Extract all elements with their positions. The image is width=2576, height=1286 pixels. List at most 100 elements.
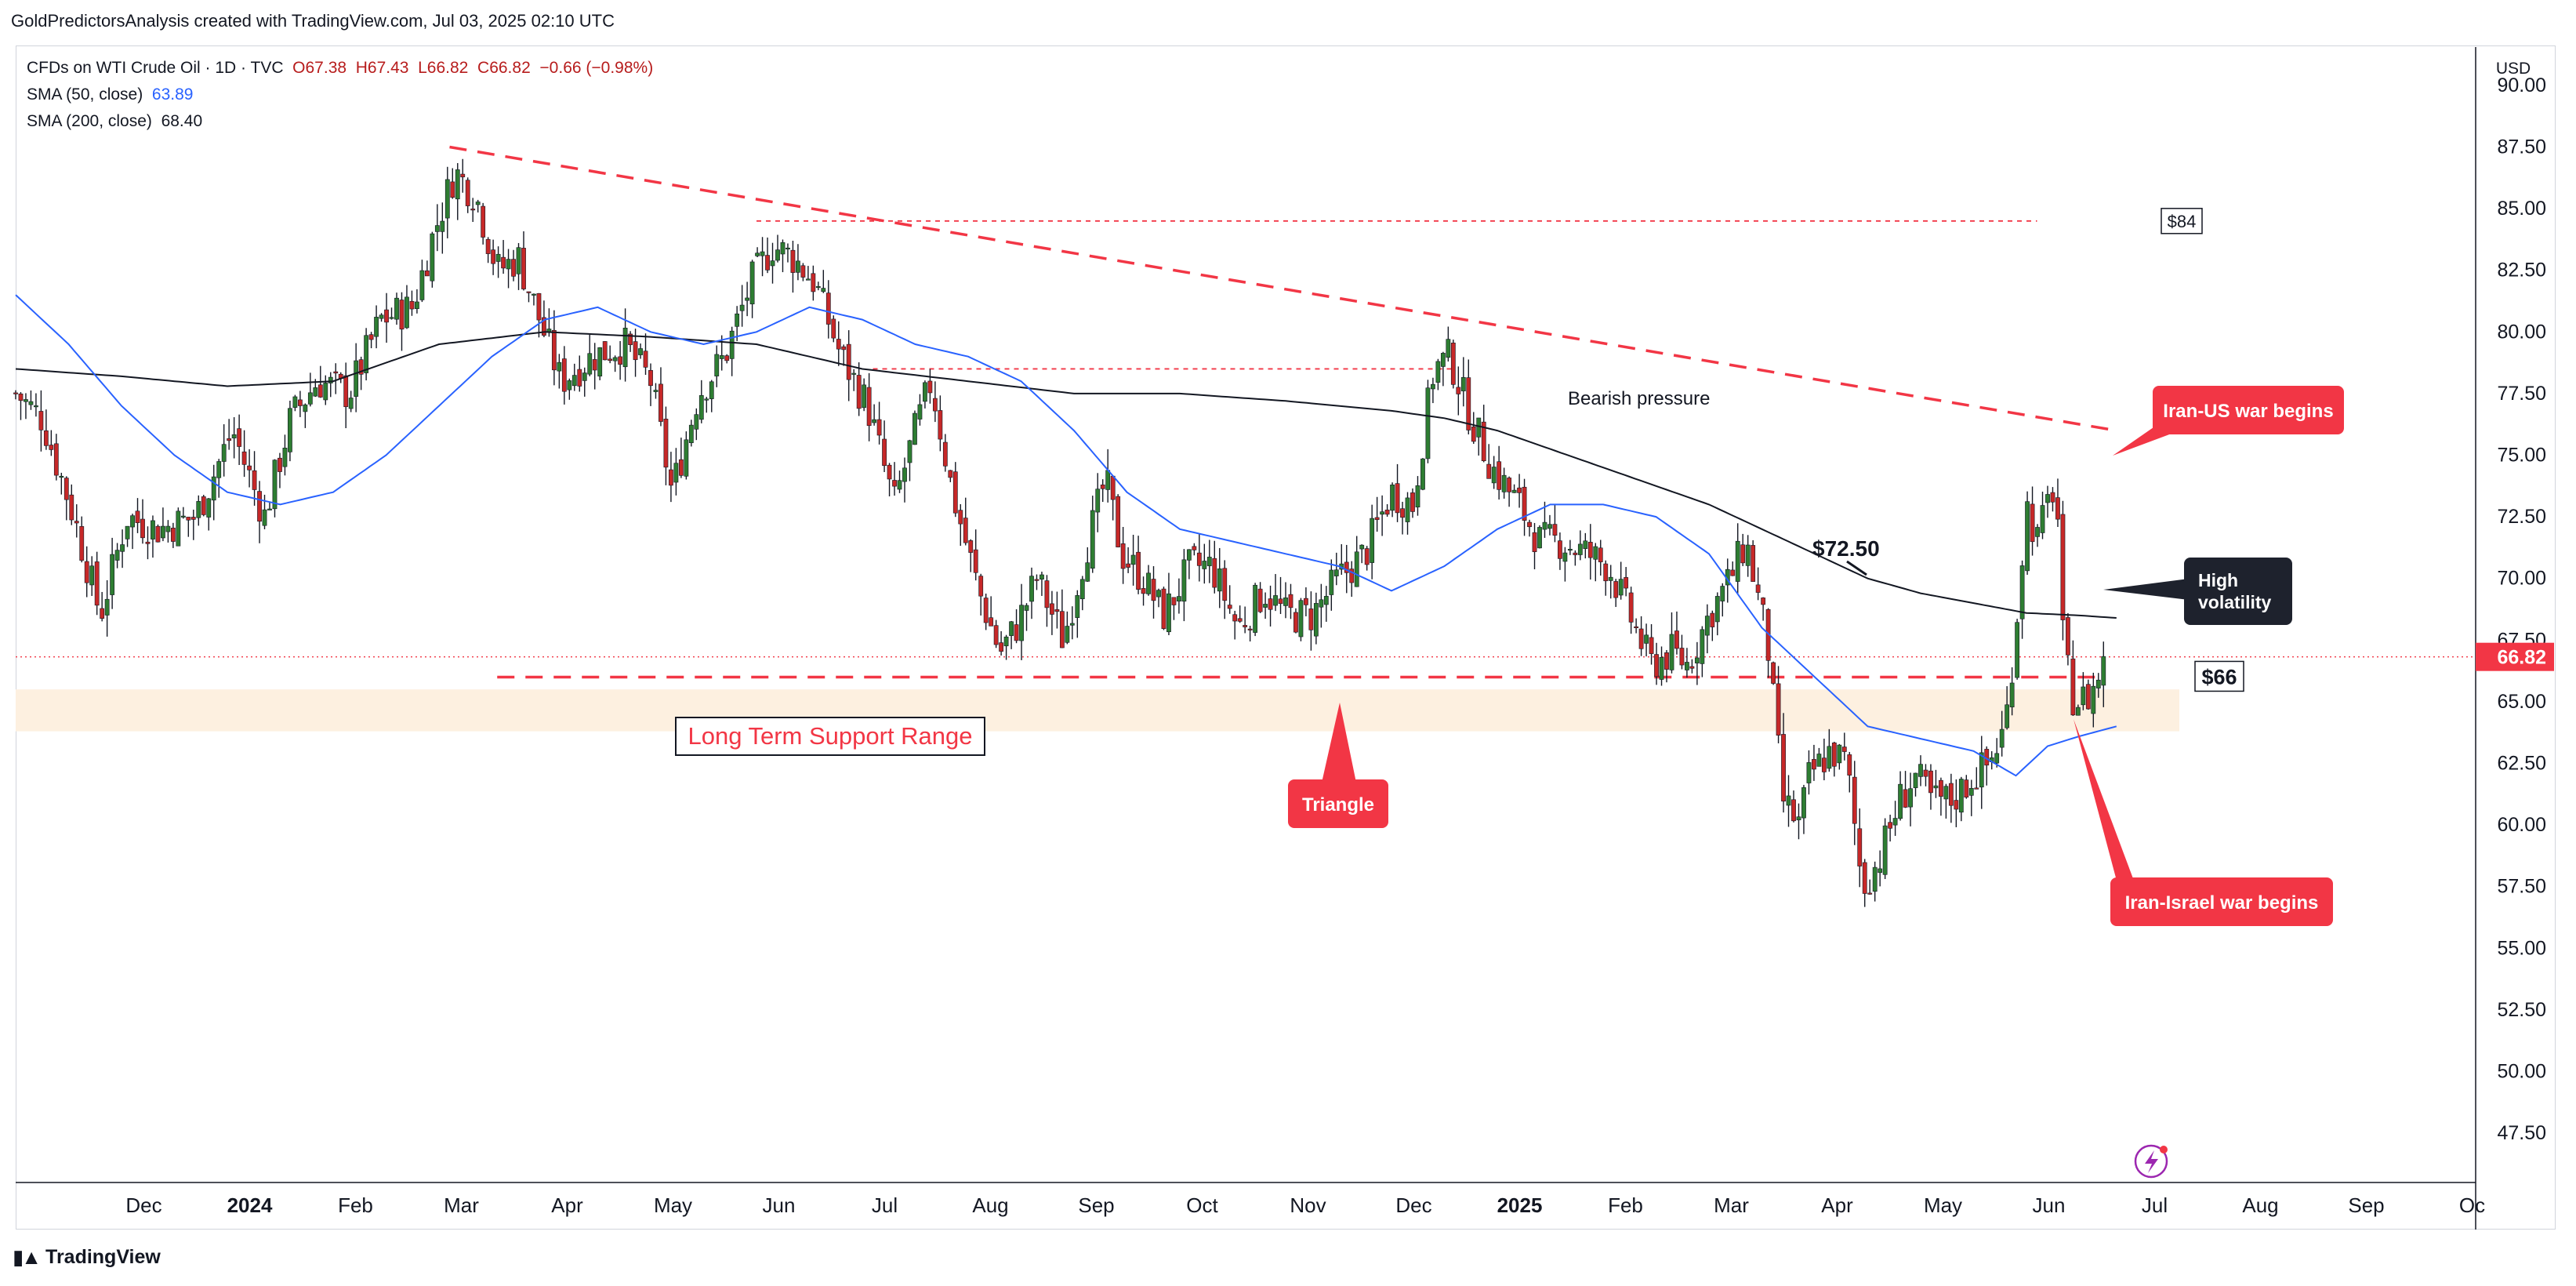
- candle-body: [1913, 772, 1918, 788]
- candle-body: [755, 252, 760, 256]
- candle-body: [1892, 818, 1898, 826]
- sma200-value: 68.40: [161, 112, 203, 130]
- candle-body: [94, 561, 100, 606]
- candle-body: [343, 375, 349, 408]
- tradingview-brand[interactable]: ▮▲ TradingView: [13, 1245, 161, 1270]
- candle-body: [1278, 598, 1283, 605]
- price-7250-leader: [1846, 560, 1867, 576]
- currency-label: USD: [2496, 60, 2531, 78]
- candle-body: [557, 361, 562, 372]
- y-tick-label: 72.50: [2497, 506, 2546, 528]
- candle-body: [872, 419, 877, 423]
- candle-body: [394, 297, 399, 320]
- sma-layer: [15, 294, 2117, 777]
- candle-body: [1507, 478, 1512, 492]
- candle-body: [1460, 376, 1466, 391]
- candle-body: [1603, 563, 1609, 582]
- candle-body: [252, 470, 257, 490]
- x-tick-label: Mar: [444, 1193, 479, 1217]
- candle-body: [1151, 579, 1156, 601]
- candle-body: [714, 354, 720, 376]
- candle-body: [1014, 624, 1019, 641]
- candle-body: [257, 491, 262, 522]
- sma50-legend-row[interactable]: SMA (50, close) 63.89: [27, 82, 653, 108]
- candle-body: [114, 550, 120, 561]
- candle-body: [354, 360, 359, 397]
- lightning-icon[interactable]: [2134, 1144, 2168, 1179]
- candle-body: [942, 441, 948, 467]
- candle-body: [1420, 458, 1425, 490]
- sma200-legend-row[interactable]: SMA (200, close) 68.40: [27, 108, 653, 135]
- candle-body: [1130, 554, 1136, 565]
- candle-body: [135, 510, 140, 523]
- candle-body: [2095, 679, 2101, 688]
- candle-body: [846, 343, 851, 380]
- iran-israel-text: Iran-Israel war begins: [2125, 892, 2319, 914]
- candle-body: [180, 515, 186, 518]
- candle-body: [775, 249, 780, 261]
- candle-body: [282, 447, 288, 467]
- candle-body: [1598, 547, 1603, 562]
- candle-body: [1126, 563, 1131, 568]
- candle-body: [907, 440, 912, 463]
- candle-body: [1039, 574, 1044, 579]
- candle-body: [1304, 598, 1308, 605]
- candle-body: [973, 549, 978, 573]
- candle-body: [374, 317, 379, 337]
- candle-body: [2030, 503, 2035, 543]
- candle-body: [1878, 868, 1883, 874]
- candle-body: [2091, 685, 2096, 714]
- candle-body: [69, 494, 74, 521]
- candle-body: [1446, 339, 1451, 358]
- candle-body: [1852, 776, 1857, 824]
- candle-body: [805, 278, 811, 281]
- candles-layer: [13, 158, 2106, 907]
- candle-body: [811, 273, 816, 292]
- candle-body: [1958, 779, 1964, 813]
- candle-body: [1714, 596, 1720, 623]
- candle-body: [323, 383, 328, 401]
- candle-body: [1034, 579, 1039, 581]
- triangle-text: Triangle: [1302, 794, 1374, 816]
- candle-body: [430, 233, 435, 282]
- candle-body: [328, 376, 333, 383]
- candle-body: [1268, 598, 1273, 610]
- candle-body: [876, 419, 882, 436]
- candle-body: [1781, 734, 1786, 802]
- candle-body: [1573, 552, 1578, 555]
- candle-body: [1471, 426, 1476, 442]
- candle-body: [176, 510, 181, 547]
- candle-body: [1786, 795, 1791, 806]
- candle-body: [460, 173, 466, 178]
- candle-body: [1116, 496, 1121, 547]
- candle-body: [516, 247, 521, 274]
- x-tick-label: Apr: [1821, 1193, 1853, 1217]
- candle-body: [698, 394, 704, 420]
- candle-body: [221, 444, 227, 462]
- candle-body: [481, 205, 486, 238]
- candle-body: [1821, 757, 1827, 772]
- candle-body: [1511, 489, 1517, 493]
- candle-body: [161, 525, 165, 539]
- candle-body: [501, 256, 506, 269]
- candle-body: [1679, 648, 1685, 666]
- lightning-icon-dot: [2160, 1146, 2168, 1153]
- x-tick-label: Sep: [1078, 1193, 1114, 1217]
- y-tick-label: 82.50: [2497, 260, 2546, 282]
- x-tick-label: Aug: [2242, 1193, 2278, 1217]
- candle-body: [140, 518, 145, 539]
- y-tick-label: 87.50: [2497, 136, 2546, 158]
- candle-body: [1232, 614, 1238, 622]
- candle-body: [1994, 753, 2000, 764]
- candle-body: [1146, 572, 1151, 594]
- candle-body: [1329, 569, 1334, 595]
- candle-body: [303, 404, 308, 412]
- levels-layer: [16, 145, 2476, 679]
- candle-body: [317, 384, 323, 398]
- candle-body: [993, 625, 999, 645]
- chart-frame: [16, 45, 2556, 1230]
- symbol-name[interactable]: CFDs on WTI Crude Oil · 1D · TVC: [27, 59, 284, 77]
- candle-body: [800, 265, 806, 278]
- candle-body: [1476, 417, 1482, 438]
